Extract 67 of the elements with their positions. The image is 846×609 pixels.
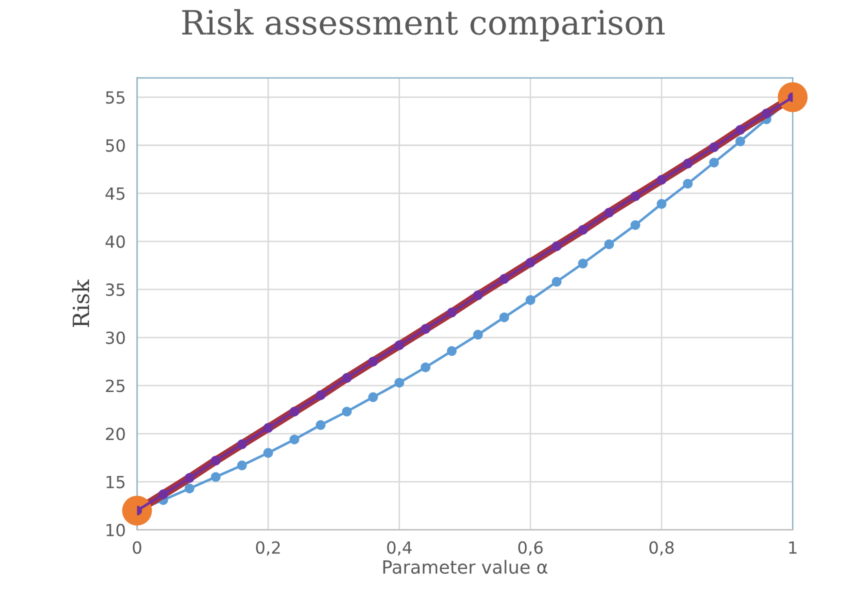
y-tick-label: 20 (106, 428, 125, 440)
point (499, 274, 510, 284)
point (184, 484, 194, 494)
point (316, 390, 326, 400)
point (762, 108, 772, 118)
point (682, 178, 693, 189)
point (473, 330, 483, 340)
point (735, 136, 746, 146)
y-tick-label: 45 (106, 188, 124, 200)
y-tick-label: 30 (106, 332, 125, 344)
y-tick-label: 35 (106, 283, 124, 296)
point (552, 276, 562, 287)
point (237, 460, 247, 470)
x-tick-label: 0,6 (518, 541, 543, 556)
x-axis-title: Parameter value α (383, 560, 548, 574)
point (290, 406, 300, 416)
point (682, 158, 693, 168)
x-tick-label: 0 (132, 541, 142, 554)
point (446, 346, 457, 356)
point (158, 489, 168, 500)
point (368, 356, 378, 366)
point (778, 82, 808, 112)
x-tick-label: 0,4 (387, 541, 412, 556)
point (709, 158, 719, 168)
point (604, 239, 614, 250)
x-tick-label: 1 (789, 541, 796, 554)
point (630, 220, 640, 230)
point (499, 312, 510, 322)
point (316, 420, 326, 430)
point (420, 362, 430, 372)
point (263, 448, 274, 458)
point (263, 423, 274, 433)
point (709, 142, 719, 152)
y-axis-title: Risk (72, 279, 90, 328)
y-tick-label: 40 (106, 235, 125, 248)
y-tick-label: 15 (106, 476, 124, 488)
chart-title: Risk assessment comparison (182, 9, 665, 42)
y-tick-label: 50 (106, 139, 125, 152)
x-tick-label: 0,2 (256, 541, 280, 556)
point (290, 434, 300, 444)
point (578, 225, 588, 235)
point (237, 439, 247, 450)
point (526, 258, 536, 268)
point (368, 392, 378, 402)
point (394, 378, 404, 388)
point (122, 496, 152, 526)
point (420, 324, 430, 334)
point (604, 208, 614, 218)
point (473, 290, 483, 300)
point (552, 241, 562, 252)
x-tick-label: 0,8 (649, 541, 674, 556)
point (578, 258, 588, 268)
point (735, 125, 746, 135)
point (656, 175, 666, 185)
point (210, 456, 221, 466)
point (342, 373, 352, 383)
y-tick-label: 25 (106, 380, 124, 392)
y-tick-label: 10 (106, 524, 125, 536)
point (342, 406, 352, 416)
point (526, 295, 536, 305)
point (210, 472, 221, 482)
point (630, 191, 640, 202)
point (656, 199, 666, 209)
point (184, 473, 194, 483)
point (394, 340, 404, 350)
y-tick-label: 55 (106, 91, 124, 104)
point (446, 308, 457, 318)
